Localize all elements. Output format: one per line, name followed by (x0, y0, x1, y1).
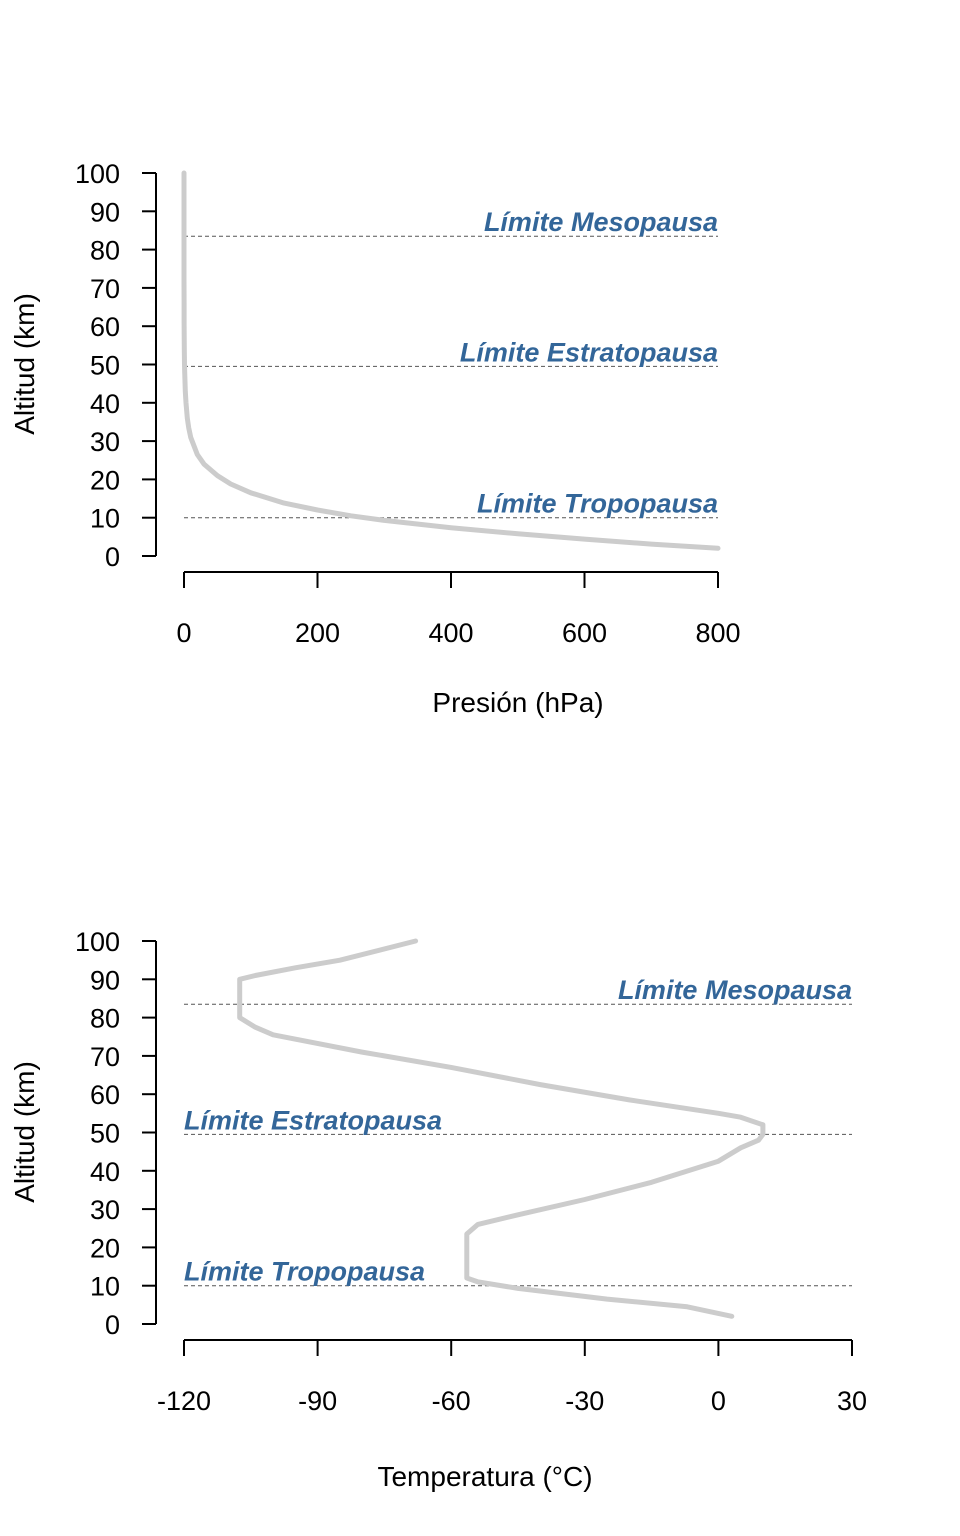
y-tick-label: 0 (105, 1310, 120, 1340)
y-tick-label: 70 (90, 274, 120, 304)
x-tick-label: 0 (711, 1386, 726, 1416)
y-axis-title: Altitud (km) (9, 293, 40, 435)
y-tick-label: 40 (90, 1157, 120, 1187)
y-axis-title: Altitud (km) (9, 1061, 40, 1203)
x-axis-title: Presión (hPa) (432, 687, 603, 718)
y-tick-label: 10 (90, 504, 120, 534)
y-tick-label: 20 (90, 1233, 120, 1263)
y-tick-label: 100 (75, 927, 120, 957)
boundary-label: Límite Tropopausa (184, 1257, 425, 1287)
x-tick-label: 0 (176, 618, 191, 648)
x-tick-label: -120 (157, 1386, 211, 1416)
y-tick-label: 90 (90, 197, 120, 227)
pressure-altitude-chart: 0 10 20 30 40 50 60 70 80 90 100 0 200 400 600 800 Presi… (9, 159, 741, 718)
y-tick-label: 40 (90, 389, 120, 419)
boundary-label: Límite Tropopausa (477, 489, 718, 519)
boundary-label: Límite Mesopausa (618, 975, 852, 1005)
x-tick-label: 400 (428, 618, 473, 648)
boundary-label: Límite Estratopausa (460, 337, 718, 367)
y-tick-label: 100 (75, 159, 120, 189)
x-axis-title: Temperatura (°C) (377, 1461, 592, 1492)
y-tick-label: 50 (90, 1119, 120, 1149)
y-tick-label: 30 (90, 1195, 120, 1225)
y-tick-label: 20 (90, 465, 120, 495)
y-tick-label: 80 (90, 236, 120, 266)
y-tick-label: 30 (90, 427, 120, 457)
x-tick-label: 200 (295, 618, 340, 648)
y-tick-label: 0 (105, 542, 120, 572)
x-tick-label: 30 (837, 1386, 867, 1416)
boundary-label: Límite Estratopausa (184, 1105, 442, 1135)
temperature-altitude-chart: 0 10 20 30 40 50 60 70 80 90 100 -120 -90 -60 -30 0 30 Te… (9, 927, 867, 1492)
y-tick-label: 70 (90, 1042, 120, 1072)
boundary-label: Límite Mesopausa (484, 207, 718, 237)
x-tick-label: -60 (432, 1386, 471, 1416)
y-tick-label: 90 (90, 965, 120, 995)
y-tick-label: 50 (90, 351, 120, 381)
y-tick-label: 60 (90, 1080, 120, 1110)
x-tick-label: 600 (562, 618, 607, 648)
series-line (237, 938, 766, 1319)
x-tick-label: -90 (298, 1386, 337, 1416)
x-tick-label: -30 (565, 1386, 604, 1416)
series-line (181, 170, 721, 551)
y-tick-label: 10 (90, 1272, 120, 1302)
y-tick-label: 60 (90, 312, 120, 342)
y-tick-label: 80 (90, 1004, 120, 1034)
x-tick-label: 800 (695, 618, 740, 648)
